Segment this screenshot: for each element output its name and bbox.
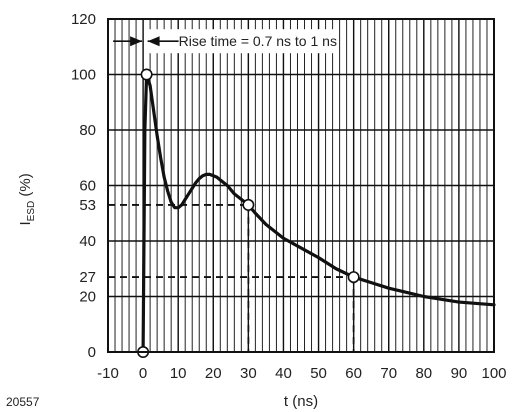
y-tick-label: 120	[71, 11, 96, 28]
x-axis-label: t (ns)	[284, 393, 318, 410]
rise-time-arrows	[113, 36, 179, 47]
y-tick-label: 20	[79, 289, 96, 306]
y-tick-label: 80	[79, 122, 96, 139]
x-tick-label: 100	[481, 365, 506, 382]
data-point-marker	[242, 198, 255, 211]
x-tick-label: 70	[380, 365, 397, 382]
x-tick-label: 60	[345, 365, 362, 382]
y-tick-label: 53	[79, 197, 96, 214]
series-layer	[141, 72, 496, 354]
x-tick-label: 0	[139, 365, 147, 382]
x-tick-label: 80	[415, 365, 432, 382]
figure-id: 20557	[6, 395, 40, 409]
arrow-right-head	[147, 36, 160, 47]
x-tick-label: 20	[205, 365, 222, 382]
y-axis-label-main: I	[17, 221, 34, 225]
y-axis-label-suffix: (%)	[17, 173, 34, 201]
x-tick-label: 40	[275, 365, 292, 382]
x-tick-label: 30	[240, 365, 257, 382]
y-tick-label: 60	[79, 178, 96, 195]
x-tick-labels: -10 0 10 20 30 40 50 60 70 80 90 100	[97, 365, 506, 382]
esd-current-curve	[141, 72, 496, 354]
x-tick-label: 90	[451, 365, 468, 382]
y-tick-label: 0	[88, 344, 96, 361]
annotation-box	[148, 29, 337, 54]
rise-time-annotation: Rise time = 0.7 ns to 1 ns	[179, 33, 337, 49]
x-tick-label: -10	[97, 365, 119, 382]
x-tick-label: 50	[310, 365, 327, 382]
x-tick-label: 10	[170, 365, 187, 382]
y-tick-label: 100	[71, 67, 96, 84]
reference-lines	[108, 204, 355, 352]
data-point-marker	[347, 271, 360, 284]
y-tick-label: 27	[79, 269, 96, 286]
data-point-marker	[140, 68, 153, 81]
y-axis-label-subscript: ESD	[26, 201, 37, 222]
y-tick-label: 40	[79, 233, 96, 250]
y-axis-label: IESD (%)	[17, 173, 37, 225]
y-tick-labels: 0 20 27 40 53 60 80 100 120	[71, 11, 96, 361]
arrow-left-head	[130, 36, 143, 47]
annotation-background	[148, 29, 337, 54]
plot-frame	[107, 18, 495, 353]
